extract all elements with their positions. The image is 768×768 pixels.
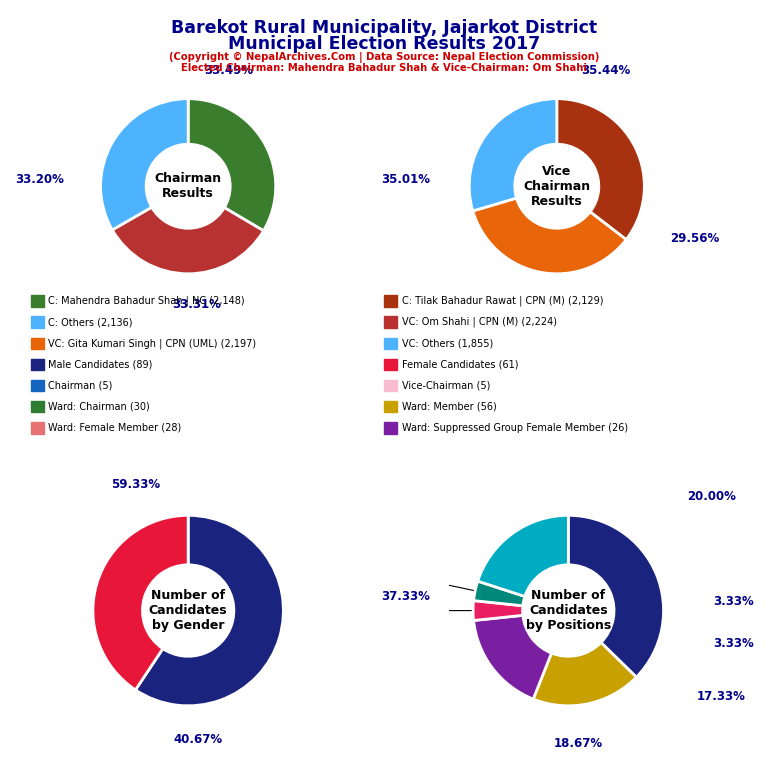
Text: Ward: Chairman (30): Ward: Chairman (30)	[48, 402, 150, 412]
Wedge shape	[474, 615, 551, 699]
Text: 18.67%: 18.67%	[553, 737, 602, 750]
Text: 40.67%: 40.67%	[173, 733, 222, 746]
Text: 35.44%: 35.44%	[581, 65, 631, 77]
Text: Ward: Member (56): Ward: Member (56)	[402, 402, 496, 412]
Wedge shape	[533, 643, 637, 706]
Text: Ward: Suppressed Group Female Member (26): Ward: Suppressed Group Female Member (26…	[402, 422, 627, 433]
Text: 35.01%: 35.01%	[381, 173, 430, 186]
Text: Vice
Chairman
Results: Vice Chairman Results	[523, 165, 591, 207]
Text: 29.56%: 29.56%	[670, 232, 720, 245]
Wedge shape	[473, 601, 523, 621]
Text: 3.33%: 3.33%	[713, 594, 754, 607]
Wedge shape	[473, 198, 626, 273]
Text: (Copyright © NepalArchives.Com | Data Source: Nepal Election Commission): (Copyright © NepalArchives.Com | Data So…	[169, 51, 599, 62]
Wedge shape	[474, 581, 525, 606]
Text: Vice-Chairman (5): Vice-Chairman (5)	[402, 380, 490, 391]
Text: 33.31%: 33.31%	[173, 298, 221, 311]
Text: Elected Chairman: Mahendra Bahadur Shah & Vice-Chairman: Om Shahi: Elected Chairman: Mahendra Bahadur Shah …	[181, 63, 587, 73]
Text: VC: Om Shahi | CPN (M) (2,224): VC: Om Shahi | CPN (M) (2,224)	[402, 317, 557, 327]
Text: 3.33%: 3.33%	[713, 637, 754, 650]
Wedge shape	[478, 515, 568, 597]
Text: C: Tilak Bahadur Rawat | CPN (M) (2,129): C: Tilak Bahadur Rawat | CPN (M) (2,129)	[402, 296, 603, 306]
Wedge shape	[469, 99, 557, 211]
Text: 33.49%: 33.49%	[204, 65, 253, 77]
Text: 37.33%: 37.33%	[382, 590, 430, 603]
Text: Male Candidates (89): Male Candidates (89)	[48, 359, 153, 369]
Wedge shape	[557, 99, 644, 240]
Wedge shape	[112, 207, 263, 274]
Wedge shape	[101, 98, 188, 230]
Wedge shape	[568, 515, 664, 677]
Text: Chairman (5): Chairman (5)	[48, 380, 113, 391]
Text: VC: Others (1,855): VC: Others (1,855)	[402, 338, 493, 349]
Text: VC: Gita Kumari Singh | CPN (UML) (2,197): VC: Gita Kumari Singh | CPN (UML) (2,197…	[48, 338, 257, 349]
Text: Barekot Rural Municipality, Jajarkot District: Barekot Rural Municipality, Jajarkot Dis…	[171, 19, 597, 37]
Wedge shape	[135, 515, 283, 706]
Text: 59.33%: 59.33%	[111, 478, 161, 492]
Text: Female Candidates (61): Female Candidates (61)	[402, 359, 518, 369]
Wedge shape	[93, 515, 188, 690]
Text: Municipal Election Results 2017: Municipal Election Results 2017	[228, 35, 540, 52]
Text: 20.00%: 20.00%	[687, 490, 737, 503]
Text: Number of
Candidates
by Positions: Number of Candidates by Positions	[525, 589, 611, 632]
Text: Chairman
Results: Chairman Results	[154, 172, 222, 200]
Text: Number of
Candidates
by Gender: Number of Candidates by Gender	[149, 589, 227, 632]
Text: C: Mahendra Bahadur Shah | NC (2,148): C: Mahendra Bahadur Shah | NC (2,148)	[48, 296, 245, 306]
Text: C: Others (2,136): C: Others (2,136)	[48, 317, 133, 327]
Text: Ward: Female Member (28): Ward: Female Member (28)	[48, 422, 182, 433]
Text: 33.20%: 33.20%	[15, 173, 64, 186]
Text: 17.33%: 17.33%	[697, 690, 746, 703]
Wedge shape	[188, 99, 276, 230]
